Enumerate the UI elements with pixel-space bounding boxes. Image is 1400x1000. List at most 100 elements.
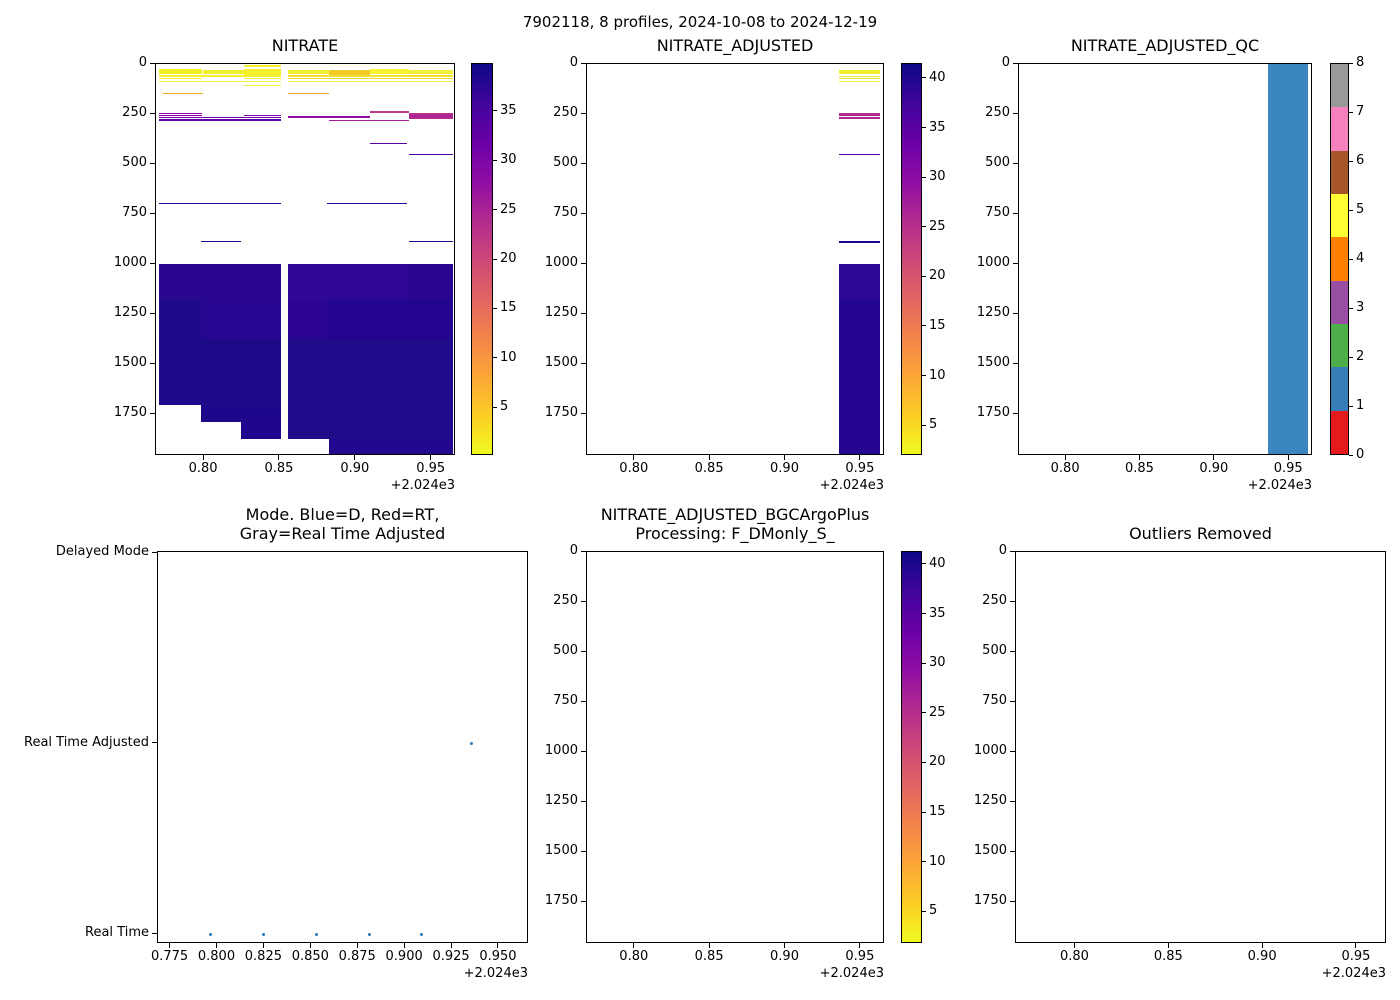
y-tick — [1010, 900, 1015, 902]
y-tick-label: 750 — [982, 693, 1007, 708]
heatmap-band — [839, 80, 880, 83]
heatmap-band — [201, 405, 282, 422]
colorbar-tick-label: 5 — [929, 903, 938, 919]
x-tick — [633, 943, 635, 948]
colorbar-tick-label: 5 — [1356, 202, 1365, 217]
colorbar-segment — [1331, 410, 1348, 454]
y-tick-label: 1750 — [544, 405, 578, 420]
y-tick — [581, 700, 586, 702]
y-tick — [1013, 262, 1018, 264]
colorbar-tick-label: 10 — [500, 349, 517, 365]
axes-nitrate-adjusted-qc — [1018, 63, 1312, 455]
colorbar-tick — [493, 159, 497, 161]
colorbar-tick-label: 30 — [929, 655, 946, 671]
y-tick — [581, 550, 586, 552]
heatmap-band — [369, 68, 409, 74]
heatmap-band — [288, 69, 329, 74]
y-tick — [1013, 212, 1018, 214]
y-tick — [1010, 650, 1015, 652]
y-tick-label: 250 — [982, 593, 1007, 608]
heatmap-band — [328, 439, 453, 454]
x-tick-label: 0.90 — [1247, 949, 1277, 964]
y-tick — [1013, 362, 1018, 364]
heatmap-band — [1267, 64, 1308, 454]
heatmap-band — [288, 81, 453, 83]
data-point — [262, 933, 265, 936]
colorbar-tick — [493, 209, 497, 210]
x-tick-label: 0.925 — [432, 949, 470, 964]
colorbar-tick — [1349, 62, 1353, 64]
y-tick — [581, 362, 586, 364]
colorbar-tick-label: 25 — [929, 704, 946, 720]
y-tick — [150, 312, 155, 314]
y-tick — [1013, 412, 1018, 414]
x-tick — [1355, 943, 1357, 948]
heatmap-band — [839, 241, 880, 243]
colorbar-segment — [1331, 280, 1348, 324]
heatmap-band — [159, 114, 203, 117]
y-tick — [150, 262, 155, 264]
y-tick-label: 750 — [553, 693, 578, 708]
heatmap-band — [409, 69, 453, 74]
y-tick — [581, 800, 586, 802]
colorbar-tick-label: 10 — [929, 853, 946, 869]
x-tick — [430, 455, 432, 460]
y-tick-label: 250 — [985, 105, 1010, 120]
x-tick — [278, 455, 280, 460]
y-tick — [152, 932, 157, 934]
x-tick-label: 0.80 — [619, 949, 649, 964]
x-tick — [202, 455, 204, 460]
x-tick-label: 0.80 — [619, 461, 649, 476]
colorbar-tick — [1349, 258, 1353, 260]
subplot-title-nitrate-adjusted-qc: NITRATE_ADJUSTED_QC — [1070, 36, 1260, 55]
x-tick-label: 0.80 — [1060, 949, 1089, 964]
x-tick-label: 0.85 — [1125, 461, 1154, 476]
heatmap-band — [159, 299, 201, 339]
colorbar-tick — [1349, 209, 1353, 211]
colorbar-tick-label: 20 — [929, 268, 946, 284]
x-tick-label: 0.95 — [1341, 949, 1371, 964]
data-point — [368, 933, 371, 936]
heatmap-band — [369, 111, 409, 113]
colorbar-tick — [1349, 405, 1353, 407]
heatmap-band — [159, 264, 281, 299]
colorbar-tick-label: 6 — [1356, 153, 1365, 168]
heatmap-band — [288, 75, 453, 77]
heatmap-band — [243, 69, 282, 75]
x-tick — [215, 943, 217, 948]
heatmap-band — [243, 84, 282, 86]
x-tick — [784, 943, 786, 948]
axis-offset-label: +2.024e3 — [390, 478, 455, 493]
heatmap-band — [243, 64, 282, 67]
axis-offset-label: +2.024e3 — [1321, 966, 1386, 981]
colorbar-tick-label: 4 — [1356, 251, 1365, 266]
data-point — [315, 933, 319, 936]
x-tick — [859, 455, 861, 460]
colorbar-tick — [922, 424, 926, 426]
y-tick — [581, 750, 586, 752]
colorbar-tick — [922, 910, 926, 912]
colorbar-segment — [1331, 150, 1348, 194]
y-tick-label: 1250 — [113, 305, 147, 320]
heatmap-band — [839, 78, 880, 80]
y-tick — [581, 162, 586, 164]
y-tick-label: 1750 — [973, 893, 1007, 908]
subplot-title-nitrate-adjusted: NITRATE_ADJUSTED — [656, 36, 814, 55]
heatmap-band — [839, 115, 880, 117]
data-point — [209, 933, 213, 936]
x-tick — [169, 943, 171, 948]
y-tick-label: 1500 — [973, 843, 1007, 858]
x-tick-label: 0.950 — [479, 949, 517, 964]
heatmap-band — [839, 75, 880, 77]
y-tick-label: 250 — [122, 105, 147, 120]
axes-outliers-removed — [1015, 551, 1386, 943]
x-tick — [1213, 455, 1215, 460]
x-tick-label: 0.85 — [694, 949, 724, 964]
data-point — [526, 742, 527, 746]
y-tick — [1010, 800, 1015, 802]
colorbar-tick-label: 1 — [1356, 398, 1365, 413]
colorbar-segment — [1331, 64, 1348, 108]
axis-offset-label: +2.024e3 — [463, 966, 528, 981]
colorbar-tick — [922, 613, 926, 615]
y-tick — [150, 62, 155, 64]
